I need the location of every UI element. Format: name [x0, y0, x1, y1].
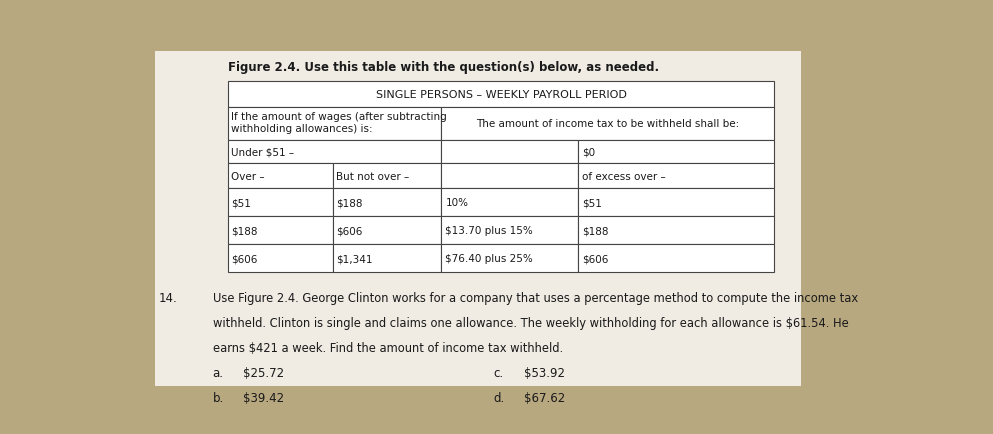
Text: a.: a. [213, 366, 223, 379]
Text: $606: $606 [337, 226, 362, 236]
Text: c.: c. [494, 366, 503, 379]
Text: Figure 2.4. Use this table with the question(s) below, as needed.: Figure 2.4. Use this table with the ques… [228, 61, 659, 74]
Bar [333, 245, 441, 273]
Text: withheld. Clinton is single and claims one allowance. The weekly withholding for: withheld. Clinton is single and claims o… [213, 316, 848, 329]
Text: b.: b. [213, 391, 223, 404]
FancyBboxPatch shape [155, 52, 801, 386]
Text: Over –: Over – [231, 171, 265, 181]
Text: $67.62: $67.62 [524, 391, 566, 404]
Bar [578, 245, 775, 273]
Text: $51: $51 [231, 198, 251, 208]
Bar [578, 141, 775, 164]
Text: If the amount of wages (after subtracting: If the amount of wages (after subtractin… [231, 112, 447, 122]
Bar [578, 189, 775, 217]
Bar [441, 217, 578, 245]
Bar [333, 217, 441, 245]
Bar [441, 189, 578, 217]
Bar [228, 141, 441, 164]
Text: 10%: 10% [446, 198, 469, 208]
Text: $13.70 plus 15%: $13.70 plus 15% [446, 226, 533, 236]
Text: $606: $606 [231, 254, 257, 264]
Text: The amount of income tax to be withheld shall be:: The amount of income tax to be withheld … [476, 119, 740, 129]
Bar [441, 108, 775, 141]
Text: $606: $606 [582, 254, 609, 264]
Bar [228, 217, 333, 245]
Bar [333, 189, 441, 217]
Text: $76.40 plus 25%: $76.40 plus 25% [446, 254, 533, 264]
Text: $188: $188 [337, 198, 362, 208]
Bar [441, 141, 578, 164]
Bar [228, 245, 333, 273]
Text: d.: d. [494, 391, 504, 404]
Bar [228, 82, 775, 108]
Text: 14.: 14. [159, 291, 178, 304]
Text: $39.42: $39.42 [243, 391, 285, 404]
Bar [333, 164, 441, 189]
Text: $25.72: $25.72 [243, 366, 285, 379]
Bar [441, 245, 578, 273]
Text: of excess over –: of excess over – [582, 171, 666, 181]
Text: $0: $0 [582, 147, 595, 157]
Text: But not over –: But not over – [337, 171, 409, 181]
Bar [578, 164, 775, 189]
Text: $188: $188 [231, 226, 258, 236]
Text: $51: $51 [582, 198, 602, 208]
Text: Use Figure 2.4. George Clinton works for a company that uses a percentage method: Use Figure 2.4. George Clinton works for… [213, 291, 858, 304]
Text: SINGLE PERSONS – WEEKLY PAYROLL PERIOD: SINGLE PERSONS – WEEKLY PAYROLL PERIOD [375, 90, 627, 100]
Text: $188: $188 [582, 226, 609, 236]
Bar [228, 108, 441, 141]
Text: withholding allowances) is:: withholding allowances) is: [231, 124, 373, 134]
Text: Under $51 –: Under $51 – [231, 147, 294, 157]
Bar [228, 189, 333, 217]
Text: $1,341: $1,341 [337, 254, 372, 264]
Bar [228, 164, 333, 189]
Bar [578, 217, 775, 245]
Text: earns $421 a week. Find the amount of income tax withheld.: earns $421 a week. Find the amount of in… [213, 341, 563, 354]
Bar [441, 164, 578, 189]
Text: $53.92: $53.92 [524, 366, 565, 379]
